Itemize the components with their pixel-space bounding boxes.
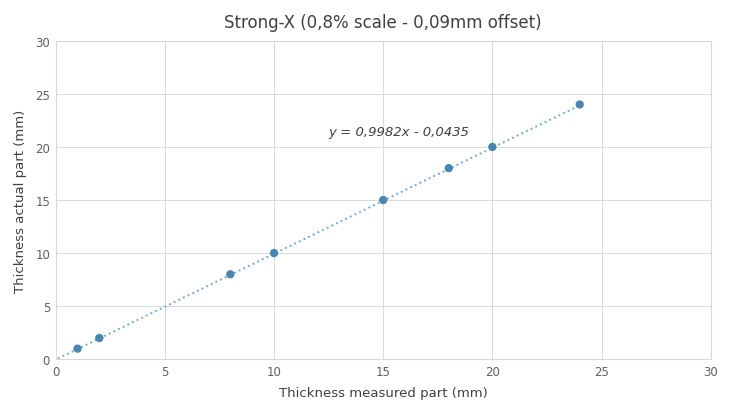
Point (268, 250, 280, 257)
Point (574, 102, 586, 109)
Point (443, 166, 455, 172)
Title: Strong-X (0,8% scale - 0,09mm offset): Strong-X (0,8% scale - 0,09mm offset) (225, 14, 542, 32)
Point (72, 345, 83, 352)
Point (487, 144, 498, 151)
Point (377, 197, 389, 204)
Point (225, 271, 236, 278)
Text: y = 0,9982x - 0,0435: y = 0,9982x - 0,0435 (329, 125, 469, 138)
X-axis label: Thickness measured part (mm): Thickness measured part (mm) (279, 386, 488, 399)
Y-axis label: Thickness actual part (mm): Thickness actual part (mm) (14, 109, 27, 292)
Point (94, 335, 105, 342)
